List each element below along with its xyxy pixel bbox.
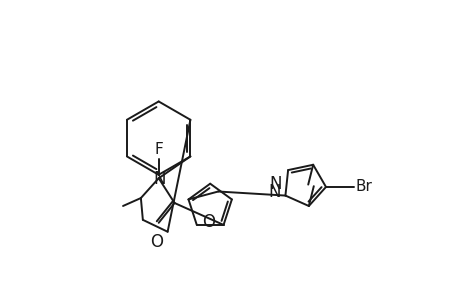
Text: N: N bbox=[269, 175, 281, 193]
Text: N: N bbox=[153, 170, 166, 188]
Text: Br: Br bbox=[355, 179, 372, 194]
Text: F: F bbox=[154, 142, 162, 157]
Text: N: N bbox=[268, 183, 280, 201]
Text: O: O bbox=[150, 233, 163, 251]
Text: O: O bbox=[202, 213, 214, 231]
